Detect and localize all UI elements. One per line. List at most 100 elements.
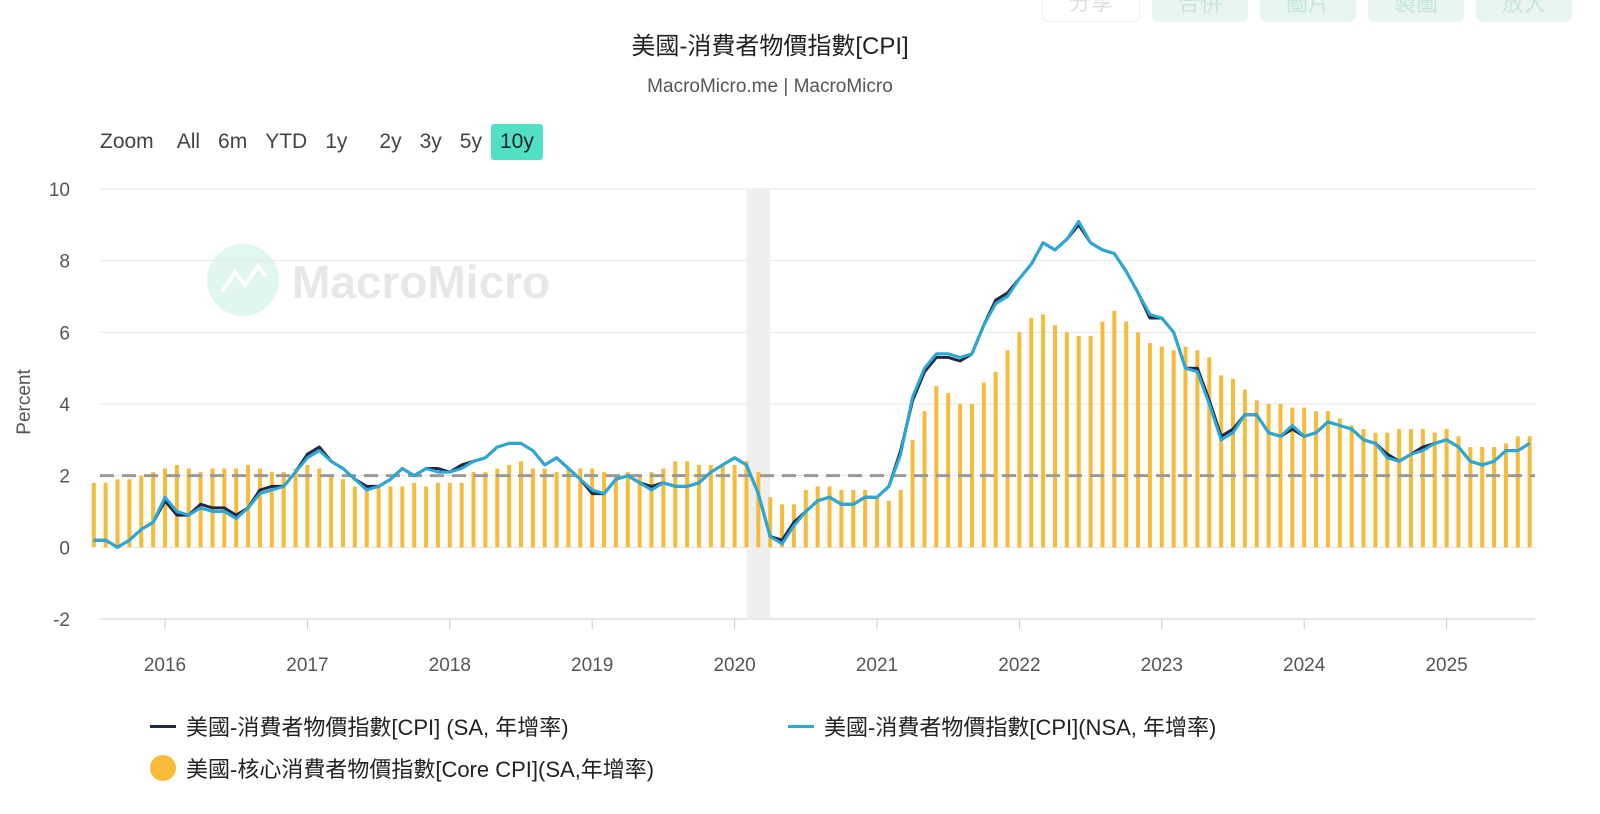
- core-cpi-bar: [1254, 400, 1259, 548]
- share-button[interactable]: 分享: [1041, 0, 1140, 22]
- legend-item-core[interactable]: 美國-核心消費者物價指數[Core CPI](SA,年增率): [150, 752, 654, 784]
- zoom-5y[interactable]: 5y: [459, 130, 482, 153]
- draw-button[interactable]: 製圖: [1367, 0, 1464, 22]
- toolbar: 分享 合併 圖片 製圖 放大: [1041, 0, 1572, 22]
- core-cpi-bar: [115, 479, 120, 548]
- core-cpi-bar: [281, 472, 286, 548]
- watermark-text: MacroMicro: [292, 256, 550, 308]
- core-cpi-bar: [151, 472, 156, 548]
- core-cpi-bar: [1088, 335, 1093, 548]
- core-cpi-bar: [186, 468, 191, 548]
- core-cpi-bar: [1231, 378, 1235, 548]
- core-cpi-bar: [863, 490, 868, 548]
- core-cpi-bar: [1183, 346, 1188, 548]
- core-cpi-bar: [673, 461, 678, 548]
- x-tick-label: 2019: [571, 655, 613, 676]
- core-cpi-bar: [566, 468, 571, 548]
- core-cpi-bar: [435, 482, 440, 548]
- core-cpi-bar: [163, 468, 167, 548]
- core-cpi-bar: [1397, 429, 1402, 548]
- legend-dot-swatch: [150, 755, 176, 781]
- core-cpi-bar: [554, 472, 559, 548]
- chart-subtitle: MacroMicro.me | MacroMicro: [647, 76, 893, 97]
- image-button[interactable]: 圖片: [1259, 0, 1356, 22]
- y-axis-label: Percent: [14, 369, 35, 435]
- legend-line-swatch: [150, 724, 176, 728]
- core-cpi-bar: [139, 475, 144, 548]
- core-cpi-bar: [352, 486, 357, 548]
- zoom-ytd[interactable]: YTD: [265, 130, 308, 153]
- core-cpi-bar: [768, 497, 773, 548]
- core-cpi-bar: [1480, 447, 1485, 548]
- core-cpi-bar: [1112, 310, 1117, 548]
- core-cpi-bar: [1053, 325, 1057, 548]
- core-cpi-bar: [1076, 335, 1081, 548]
- core-cpi-bar: [625, 472, 630, 548]
- core-cpi-bar: [257, 468, 262, 548]
- core-cpi-bar: [1492, 447, 1497, 548]
- x-tick-label: 2016: [144, 655, 186, 676]
- core-cpi-bar: [198, 472, 203, 548]
- zoom-10y[interactable]: 10y: [490, 124, 543, 160]
- core-cpi-bar: [637, 475, 642, 548]
- y-tick-label: 8: [59, 252, 70, 273]
- zoom-6m[interactable]: 6m: [218, 130, 248, 153]
- core-cpi-bar: [649, 472, 654, 548]
- core-cpi-bar: [127, 479, 132, 548]
- core-cpi-bar: [886, 500, 891, 548]
- zoom-all[interactable]: All: [176, 130, 201, 153]
- core-cpi-bar: [91, 482, 96, 548]
- merge-button[interactable]: 合併: [1151, 0, 1248, 22]
- core-cpi-bar: [1361, 429, 1366, 548]
- zoom-1y[interactable]: 1y: [325, 130, 348, 153]
- core-cpi-bar: [1385, 432, 1390, 548]
- core-cpi-bar: [1029, 318, 1034, 548]
- legend-item-sa[interactable]: 美國-消費者物價指數[CPI] (SA, 年增率): [150, 710, 569, 742]
- core-cpi-bar: [293, 468, 298, 548]
- core-cpi-bar: [305, 464, 310, 548]
- core-cpi-bar: [946, 393, 951, 548]
- core-cpi-bar: [471, 472, 476, 548]
- core-cpi-bar: [981, 382, 986, 548]
- core-cpi-bar: [1100, 321, 1105, 548]
- core-cpi-bar: [1219, 375, 1224, 548]
- core-cpi-bar: [1124, 321, 1129, 548]
- core-cpi-bar: [1409, 429, 1413, 548]
- core-cpi-bar: [697, 464, 701, 548]
- expand-button[interactable]: 放大: [1475, 0, 1572, 22]
- core-cpi-bar: [542, 468, 547, 548]
- core-cpi-bar: [1527, 436, 1532, 548]
- zoom-selector: Zoom All 6m YTD 1y 2y 3y 5y 10y: [100, 124, 543, 160]
- core-cpi-bar: [1171, 350, 1176, 548]
- x-tick-label: 2018: [429, 655, 471, 676]
- zoom-2y[interactable]: 2y: [379, 130, 402, 153]
- zoom-3y[interactable]: 3y: [419, 130, 442, 153]
- core-cpi-bar: [447, 482, 452, 548]
- core-cpi-bar: [483, 472, 488, 548]
- core-cpi-bar: [1456, 436, 1461, 548]
- core-cpi-bar: [839, 490, 844, 548]
- core-cpi-bar: [934, 386, 939, 548]
- core-cpi-bar: [234, 468, 239, 548]
- y-tick-label: 6: [59, 323, 70, 344]
- zoom-label: Zoom: [100, 130, 154, 153]
- core-cpi-bar: [1017, 332, 1022, 548]
- recession-band: [746, 189, 771, 619]
- core-cpi-bar: [269, 472, 274, 548]
- legend-item-nsa[interactable]: 美國-消費者物價指數[CPI](NSA, 年增率): [788, 710, 1216, 742]
- core-cpi-bar: [1314, 411, 1319, 548]
- core-cpi-bar: [708, 464, 713, 548]
- core-cpi-bar: [685, 461, 690, 548]
- x-tick-label: 2021: [856, 655, 898, 676]
- core-cpi-bar: [1159, 346, 1164, 548]
- core-cpi-bar: [341, 479, 345, 548]
- core-cpi-bar: [875, 497, 879, 548]
- chart-title: 美國-消費者物價指數[CPI]: [631, 33, 909, 60]
- core-cpi-bar: [744, 461, 749, 548]
- x-tick-label: 2020: [713, 655, 755, 676]
- x-tick-label: 2023: [1141, 655, 1183, 676]
- core-cpi-bar: [590, 468, 595, 548]
- y-tick-label: 0: [59, 538, 70, 559]
- core-cpi-bar: [993, 371, 998, 548]
- core-cpi-bar: [1349, 425, 1354, 548]
